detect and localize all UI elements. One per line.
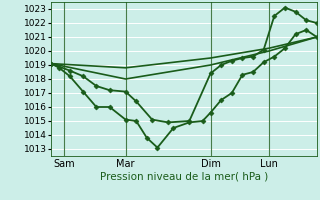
X-axis label: Pression niveau de la mer( hPa ): Pression niveau de la mer( hPa ) — [100, 172, 268, 182]
